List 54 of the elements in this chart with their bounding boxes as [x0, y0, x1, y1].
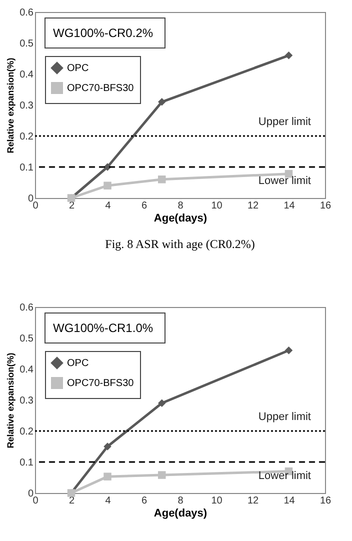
y-tick-label: 0.1: [20, 162, 34, 174]
y-tick-label: 0.4: [20, 364, 34, 376]
y-tick-label: 0: [28, 194, 34, 204]
x-axis-title: Age(days): [154, 508, 208, 520]
ref-line-label: Lower limit: [258, 470, 311, 482]
x-tick-label: 4: [105, 200, 112, 212]
point: [104, 182, 112, 190]
y-tick-label: 0.1: [20, 458, 34, 468]
x-tick-label: 12: [247, 496, 259, 506]
caption: Fig. 8 ASR with age (CR0.2%): [105, 237, 255, 251]
point: [158, 399, 166, 407]
x-tick-label: 10: [211, 200, 223, 212]
legend-label: OPC: [67, 63, 89, 74]
point: [284, 346, 293, 354]
ref-line-label: Upper limit: [258, 411, 311, 423]
y-tick-label: 0.3: [20, 100, 34, 112]
x-tick-label: 6: [141, 496, 148, 506]
x-tick-label: 10: [211, 496, 223, 506]
y-tick-label: 0: [28, 488, 34, 500]
x-tick-label: 16: [320, 496, 332, 506]
point: [158, 98, 166, 106]
x-tick-label: 14: [284, 200, 296, 212]
x-tick-label: 8: [178, 200, 184, 212]
ref-line-label: Lower limit: [258, 175, 311, 187]
x-tick-label: 2: [68, 496, 75, 506]
legend-label: OPC: [67, 358, 89, 369]
x-tick-label: 14: [284, 496, 296, 506]
text: WG100%-CR1.0%: [53, 321, 154, 335]
x-tick-label: 12: [247, 200, 259, 212]
point: [158, 176, 166, 184]
x-tick-label: 6: [141, 200, 148, 212]
y-tick-label: 0.4: [20, 70, 34, 80]
x-tick-label: 16: [320, 200, 332, 212]
x-tick-label: 2: [68, 200, 75, 212]
point: [158, 471, 166, 479]
x-tick-label: 8: [178, 496, 184, 506]
y-tick-label: 0.6: [20, 8, 34, 18]
x-axis-title: Age(days): [154, 212, 208, 224]
y-axis-title: Relative expansion(%): [6, 58, 16, 154]
legend-label: OPC70-BFS30: [67, 83, 134, 94]
text: WG100%-CR0.2%: [53, 26, 154, 40]
y-tick-label: 0.2: [20, 132, 34, 142]
point: [284, 52, 293, 60]
legend-label: OPC70-BFS30: [67, 378, 134, 389]
point: [104, 442, 112, 450]
y-tick-label: 0.2: [20, 426, 34, 438]
y-tick-label: 0.5: [20, 334, 34, 344]
point: [104, 472, 112, 480]
ref-line-label: Upper limit: [258, 116, 311, 128]
y-tick-label: 0.5: [20, 38, 34, 50]
y-tick-label: 0.3: [20, 396, 34, 406]
y-axis-title: Relative expansion(%): [6, 352, 16, 448]
y-tick-label: 0.6: [20, 302, 34, 314]
x-tick-label: 4: [105, 496, 112, 506]
